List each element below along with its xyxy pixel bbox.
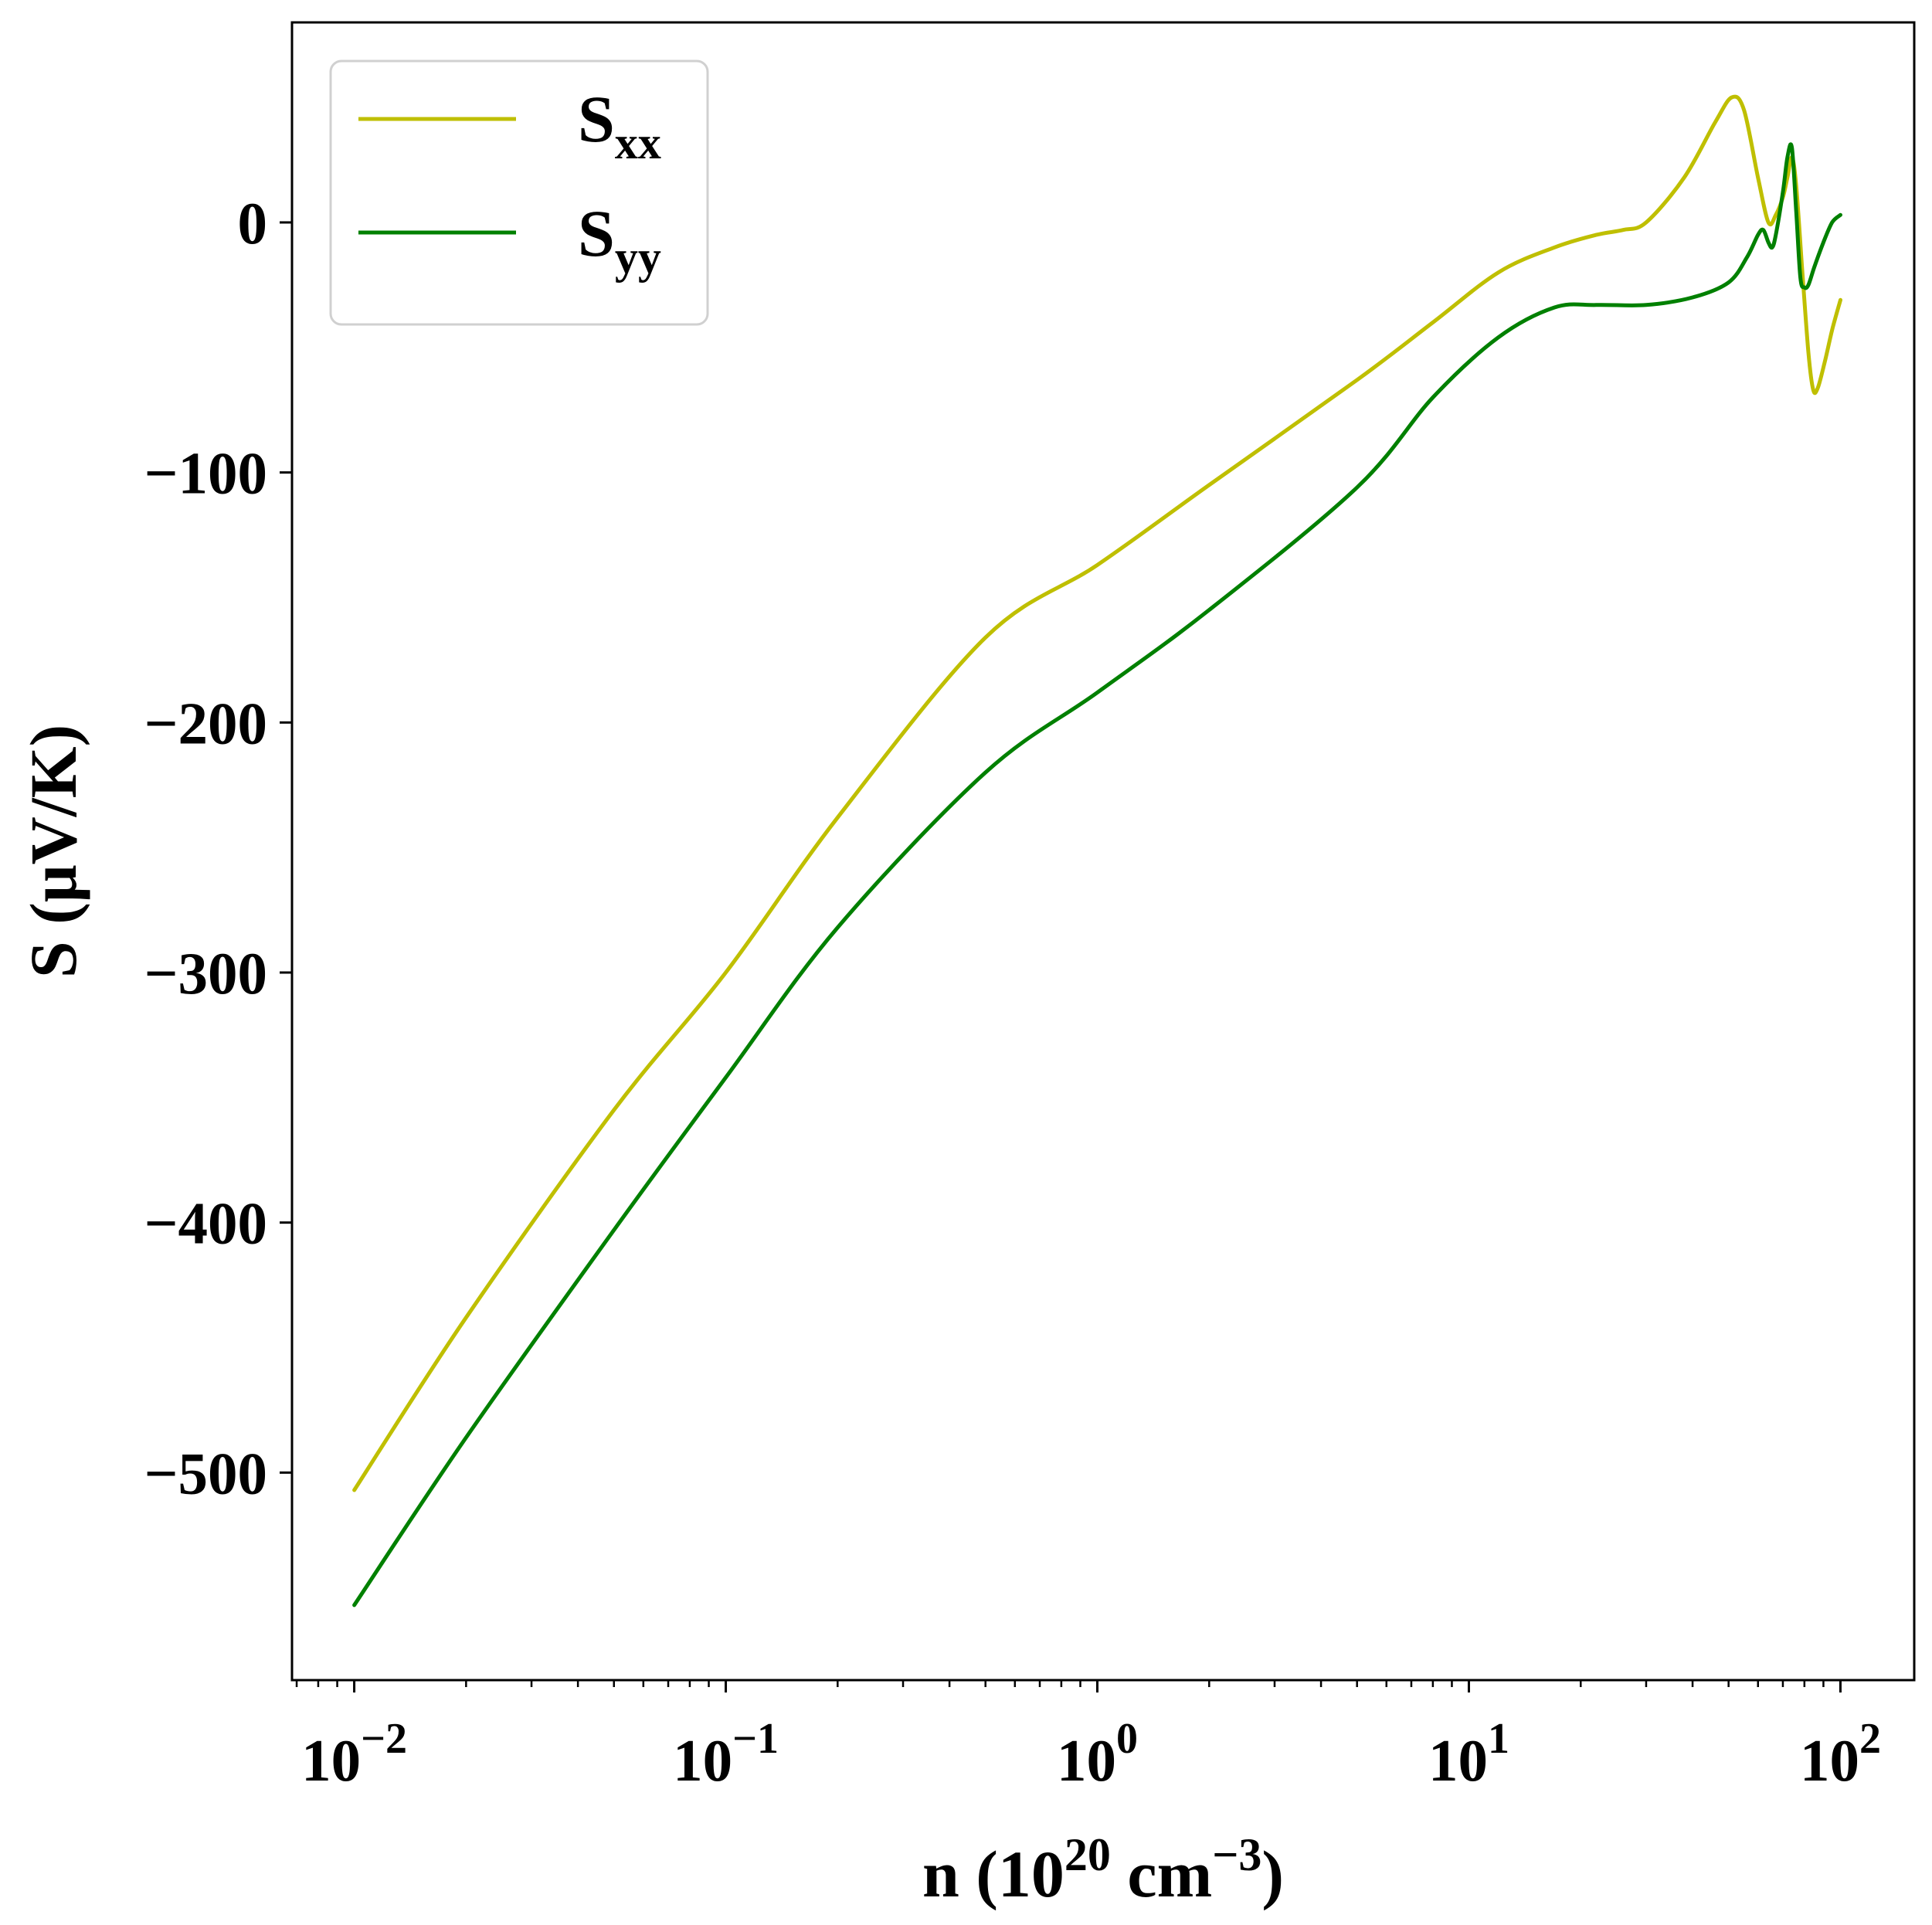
legend-label-sxx-base: S (578, 82, 615, 156)
x-tick-label-base: 10 (673, 1727, 732, 1794)
x-tick-label-base: 10 (1428, 1727, 1488, 1794)
x-tick-label: 10−1 (673, 1715, 779, 1794)
x-tick-label: 100 (1057, 1715, 1138, 1794)
legend: Sxx Syy (329, 59, 709, 326)
legend-label-syy-subscript: yy (615, 232, 661, 283)
legend-label-sxx: Sxx (578, 82, 661, 168)
y-tick-label: −400 (144, 1190, 267, 1257)
x-tick-label-exponent: −1 (732, 1715, 779, 1763)
x-tick-label-exponent: −2 (361, 1715, 407, 1763)
legend-label-sxx-subscript: xx (615, 117, 661, 168)
legend-label-syy: Syy (578, 196, 661, 283)
x-axis-ticks: 10−2 10−1 100 101 102 (295, 1680, 1881, 1794)
plot-frame (290, 21, 1916, 1682)
x-axis-title-exponent: 20 (1064, 1829, 1111, 1880)
x-tick-label-base: 10 (1057, 1727, 1116, 1794)
x-axis-title: n (1020 cm−3) (922, 1829, 1284, 1911)
y-axis-title: S (μV/K) (16, 725, 90, 978)
series-line-sxx (352, 94, 1842, 1492)
x-tick-label: 102 (1800, 1715, 1881, 1794)
y-axis-ticks: 0 −100 −200 −300 −400 −500 (144, 190, 292, 1506)
x-tick-label-base: 10 (1800, 1727, 1859, 1794)
x-tick-label-exponent: 0 (1116, 1715, 1138, 1763)
y-tick-label: −100 (144, 440, 267, 507)
y-tick-label: 0 (238, 190, 268, 256)
x-axis-title-unit: cm (1111, 1837, 1212, 1911)
x-axis-title-unit-exponent: −3 (1212, 1829, 1261, 1880)
x-tick-label-exponent: 2 (1859, 1715, 1881, 1763)
x-tick-label: 101 (1428, 1715, 1509, 1794)
x-axis-title-close: ) (1261, 1837, 1284, 1911)
x-tick-label: 10−2 (301, 1715, 407, 1794)
x-axis-title-base: n (10 (922, 1837, 1064, 1911)
legend-box (329, 59, 709, 326)
series-line-syy (352, 142, 1842, 1608)
y-tick-label: −500 (144, 1440, 267, 1506)
series-layer (352, 94, 1842, 1608)
legend-label-syy-base: S (578, 196, 615, 270)
y-tick-label: −300 (144, 940, 267, 1007)
x-tick-label-base: 10 (301, 1727, 361, 1794)
y-tick-label: −200 (144, 690, 267, 756)
x-tick-label-exponent: 1 (1488, 1715, 1509, 1763)
